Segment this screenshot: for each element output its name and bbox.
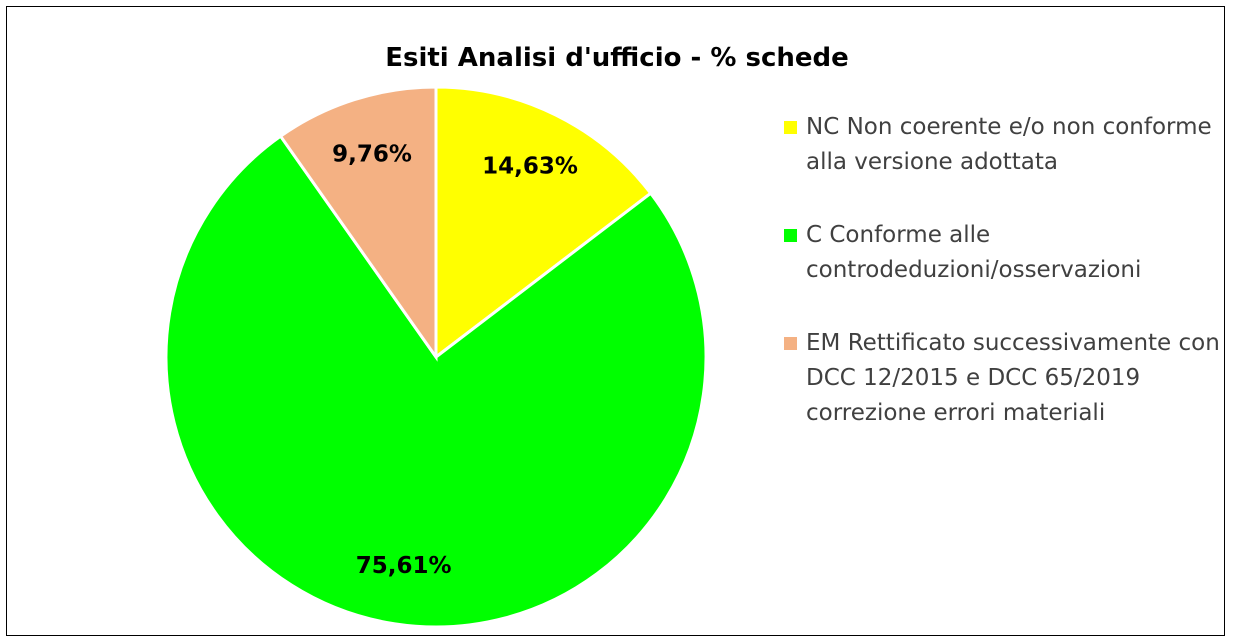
legend-swatch — [784, 121, 797, 134]
data-label: 9,76% — [332, 141, 412, 167]
data-label: 14,63% — [482, 154, 578, 180]
pie-slice — [434, 85, 653, 361]
legend-label: C Conforme alle controdeduzioni/osservaz… — [806, 222, 1142, 283]
legend-item: EM Rettificato successivamente con DCC 1… — [784, 326, 1224, 431]
pie-slice — [164, 134, 708, 629]
legend-swatch — [784, 229, 797, 242]
data-label: 75,61% — [356, 553, 452, 579]
legend-item: C Conforme alle controdeduzioni/osservaz… — [784, 218, 1224, 288]
pie-slice — [278, 85, 438, 362]
legend-swatch — [784, 337, 797, 350]
legend-label: EM Rettificato successivamente con DCC 1… — [806, 330, 1220, 426]
chart-border — [6, 6, 1225, 636]
legend: NC Non coerente e/o non conforme alla ve… — [784, 110, 1224, 469]
chart-title: Esiti Analisi d'ufficio - % schede — [385, 43, 849, 73]
legend-item: NC Non coerente e/o non conforme alla ve… — [784, 110, 1224, 180]
legend-label: NC Non coerente e/o non conforme alla ve… — [806, 114, 1212, 175]
